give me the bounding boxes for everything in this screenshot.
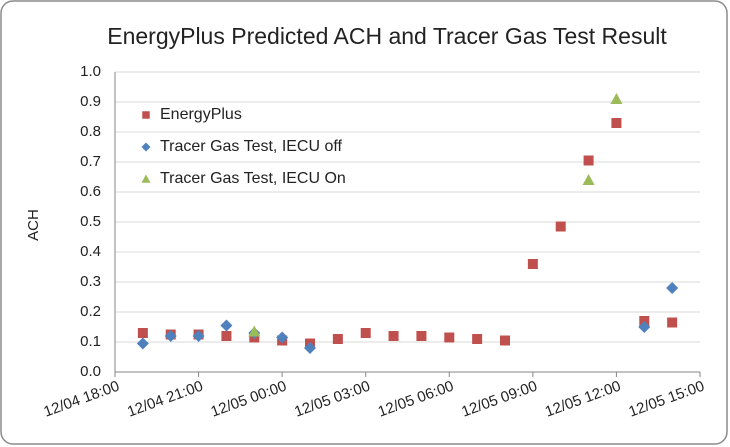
data-point <box>164 330 177 342</box>
data-point <box>472 334 483 344</box>
data-point <box>137 328 148 338</box>
legend-marker <box>142 111 150 119</box>
y-tick-label: 0.7 <box>80 153 101 170</box>
y-tick-label: 0.3 <box>80 273 101 290</box>
data-point <box>638 321 651 333</box>
y-tick-label: 1.0 <box>80 63 101 80</box>
data-point <box>583 155 594 166</box>
data-point <box>610 93 623 104</box>
data-point <box>667 317 678 328</box>
legend-label: EnergyPlus <box>160 106 242 123</box>
y-tick-label: 0.5 <box>80 213 101 230</box>
y-tick-label: 0.4 <box>80 243 101 260</box>
legend-label: Tracer Gas Test, IECU off <box>160 138 343 155</box>
data-point <box>221 331 232 341</box>
data-point <box>192 330 205 342</box>
y-tick-label: 0.9 <box>80 93 101 110</box>
data-point <box>388 331 399 341</box>
legend-marker <box>141 174 151 183</box>
data-point <box>527 259 538 269</box>
data-point <box>304 342 316 354</box>
legend-marker <box>141 142 151 152</box>
data-point <box>416 331 427 341</box>
y-tick-label: 0.8 <box>80 123 101 140</box>
legend-label: Tracer Gas Test, IECU On <box>160 170 346 187</box>
y-axis-label: ACH <box>25 209 42 241</box>
data-point <box>276 331 289 344</box>
data-point <box>611 118 622 128</box>
data-point <box>220 319 233 332</box>
y-tick-label: 0.6 <box>80 183 101 200</box>
data-point <box>555 221 566 232</box>
data-point <box>666 282 679 294</box>
data-point <box>360 328 371 338</box>
data-point <box>248 325 261 337</box>
chart-title: EnergyPlus Predicted ACH and Tracer Gas … <box>107 23 667 49</box>
data-point <box>136 337 149 350</box>
y-tick-label: 0.2 <box>80 303 101 320</box>
y-tick-label: 0.1 <box>80 333 101 350</box>
data-point <box>500 335 510 346</box>
data-point <box>582 174 595 185</box>
y-tick-label: 0.0 <box>80 363 101 380</box>
data-point <box>444 332 455 343</box>
data-point <box>332 334 343 344</box>
